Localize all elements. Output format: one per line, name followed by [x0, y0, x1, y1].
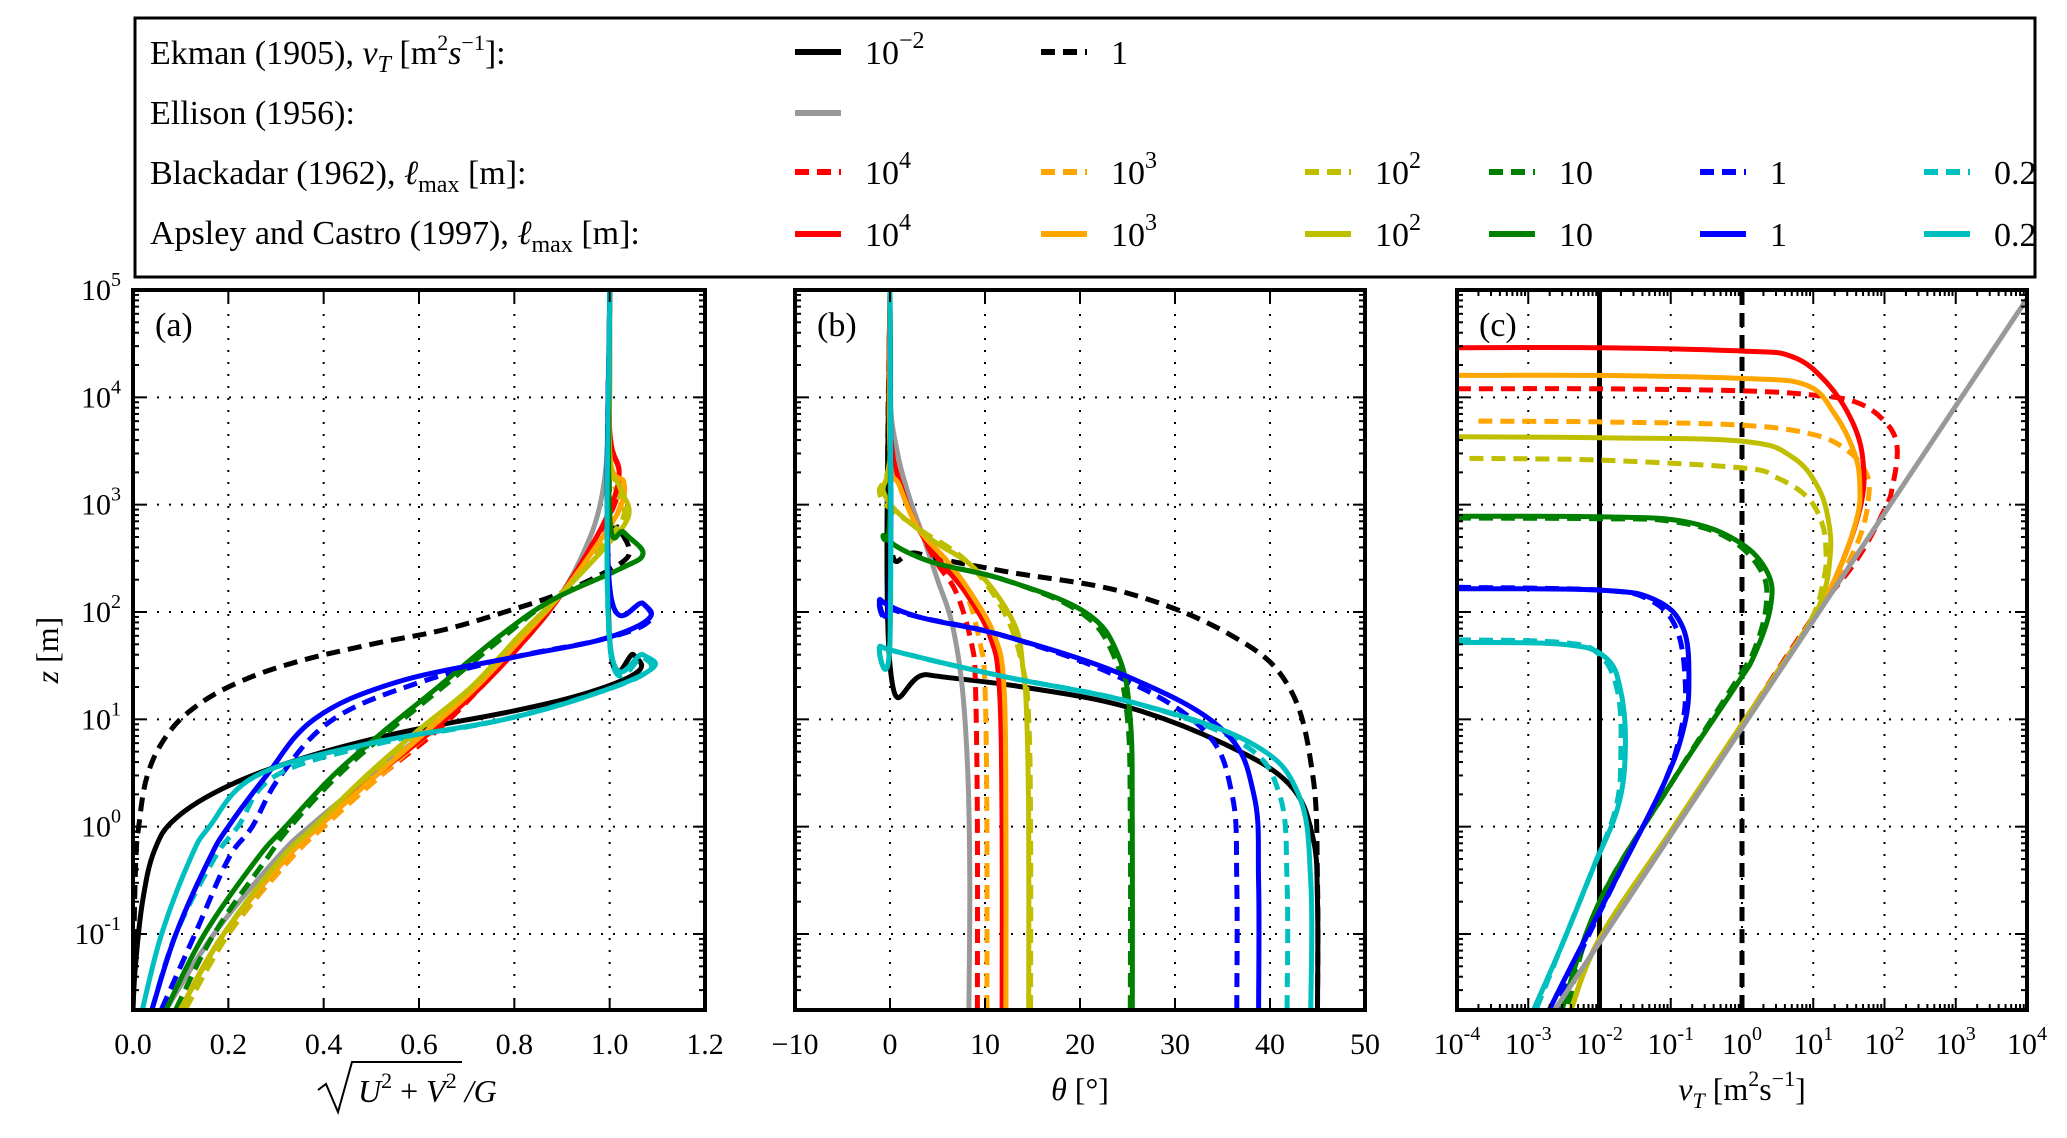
panel-label-b: (b)	[817, 307, 857, 344]
legend-entry-label: 1	[1770, 217, 1787, 254]
legend-entry-label: 103	[1111, 210, 1157, 254]
legend-label-ellison: Ellison (1956):	[150, 95, 355, 132]
panel-label-c: (c)	[1479, 307, 1517, 344]
sqrt-sign-icon	[317, 1061, 462, 1116]
x-tick-labels-a: 0.0 0.2 0.4 0.6 0.8 1.0 1.2	[114, 1028, 724, 1061]
series-line-blackadar-1	[1457, 584, 1689, 1010]
ticks-b	[794, 290, 1366, 1011]
panel-c: 10-4 10-3 10-2 10-1 100 101 102 103 104 (c)	[1434, 288, 2047, 1061]
legend-label-ekman: Ekman (1905), νT [m2s−1]:	[150, 30, 506, 78]
y-axis-label: z [m]	[29, 617, 65, 685]
legend-label-apsley: Apsley and Castro (1997), ℓmax [m]:	[150, 215, 640, 258]
series-line-ellison	[1553, 297, 2027, 1010]
panel-label-a: (a)	[155, 307, 193, 344]
grid-a	[133, 290, 705, 1010]
x-tick-label: 10-1	[1647, 1023, 1694, 1061]
x-tick-label: 40	[1255, 1028, 1285, 1061]
series-line-apsley-1e2	[178, 290, 632, 1010]
y-tick-label: 104	[81, 376, 121, 414]
series-line-apsley-0-2	[140, 290, 658, 1010]
series-line-apsley-0-2	[876, 290, 1315, 1010]
x-tick-label: 102	[1865, 1023, 1905, 1061]
y-tick-label: 101	[81, 698, 121, 736]
legend-entry-label: 104	[865, 148, 911, 192]
series-line-apsley-1	[149, 290, 654, 1010]
y-tick-label: 100	[81, 806, 121, 844]
x-axis-label-a: U2 + V2/G	[317, 1061, 497, 1116]
ticks-a	[132, 290, 706, 1011]
series-line-apsley-1e4	[886, 290, 1005, 1010]
y-tick-label: 102	[81, 591, 121, 629]
series-line-apsley-0-2	[1457, 640, 1628, 1010]
x-tick-label: 104	[2007, 1023, 2047, 1061]
legend-entry-label: 10	[1559, 155, 1593, 192]
series-group-c	[1457, 290, 2027, 1010]
legend: Ekman (1905), νT [m2s−1]: Ellison (1956)…	[133, 16, 2037, 279]
legend-entry-label: 0.2	[1994, 217, 2037, 254]
series-line-apsley-1e2	[1457, 434, 1834, 1010]
x-tick-label: 50	[1350, 1028, 1380, 1061]
series-line-ekman-1	[885, 290, 1321, 1010]
x-tick-label: 10-4	[1434, 1023, 1481, 1061]
y-tick-labels: 10-1 100 101 102 103 104 105	[74, 269, 121, 951]
legend-entry-label: 1	[1111, 35, 1128, 72]
legend-label-blackadar: Blackadar (1962), ℓmax [m]:	[150, 155, 527, 198]
x-tick-label: 20	[1065, 1028, 1095, 1061]
legend-entry-label: 103	[1111, 148, 1157, 192]
x-tick-label: 0.0	[114, 1028, 152, 1061]
series-line-apsley-1e3	[178, 290, 628, 1010]
series-line-blackadar-1e4	[886, 290, 981, 1010]
x-tick-label: 10-2	[1576, 1023, 1623, 1061]
x-tick-label: 0.6	[400, 1028, 438, 1061]
x-tick-labels-b: −10 0 10 20 30 40 50	[772, 1028, 1380, 1061]
series-line-blackadar-1e4	[1457, 386, 1900, 1010]
series-line-apsley-1e3	[1457, 372, 1863, 1010]
panel-b: −10 0 10 20 30 40 50 (b)	[772, 288, 1380, 1061]
legend-entry-label: 102	[1375, 210, 1421, 254]
legend-entry-label: 0.2	[1994, 155, 2037, 192]
x-tick-label: 0.4	[305, 1028, 343, 1061]
y-tick-label: 10-1	[74, 913, 121, 951]
series-line-blackadar-1e3	[1478, 418, 1872, 1010]
series-line-apsley-1	[876, 290, 1262, 1010]
x-tick-label: 0.8	[496, 1028, 534, 1061]
legend-entry-label: 1	[1770, 155, 1787, 192]
series-line-apsley-1	[1457, 586, 1692, 1010]
panel-a: 0.0 0.2 0.4 0.6 0.8 1.0 1.2 10-1 100 101 102 103 104…	[74, 269, 723, 1061]
x-tick-label: 100	[1722, 1023, 1762, 1061]
series-line-apsley-1e4	[1457, 344, 1867, 1010]
x-tick-label: 10	[970, 1028, 1000, 1061]
legend-entry-label: 10−2	[865, 28, 925, 72]
x-tick-label: 30	[1160, 1028, 1190, 1061]
y-tick-label: 105	[81, 269, 121, 307]
x-axis-label-c: νT [m2s−1]	[1678, 1066, 1806, 1113]
x-axis-label-b: θ [°]	[1051, 1071, 1109, 1107]
x-tick-label: 101	[1793, 1023, 1833, 1061]
x-tick-label: 10-3	[1505, 1023, 1552, 1061]
series-group-b	[876, 290, 1321, 1010]
x-tick-label: 1.2	[686, 1028, 724, 1061]
series-line-apsley-10	[164, 290, 646, 1010]
legend-entry-label: 102	[1375, 148, 1421, 192]
x-tick-label: 103	[1936, 1023, 1976, 1061]
legend-entry-label: 104	[865, 210, 911, 254]
series-group-a	[133, 290, 658, 1010]
legend-entry-label: 10	[1559, 217, 1593, 254]
x-axis-label-a-text: U2 + V2/G	[358, 1068, 497, 1109]
x-tick-label: 1.0	[591, 1028, 629, 1061]
ticks-c	[1456, 290, 2028, 1011]
x-tick-labels-c: 10-4 10-3 10-2 10-1 100 101 102 103 104	[1434, 1023, 2047, 1061]
y-tick-label: 103	[81, 484, 121, 522]
series-line-ellison	[886, 290, 973, 1010]
x-tick-label: −10	[772, 1028, 819, 1061]
x-tick-label: 0.2	[210, 1028, 248, 1061]
x-tick-label: 0	[883, 1028, 898, 1061]
series-line-blackadar-0-2	[1457, 637, 1624, 1010]
series-line-blackadar-1e2	[1469, 455, 1829, 1010]
